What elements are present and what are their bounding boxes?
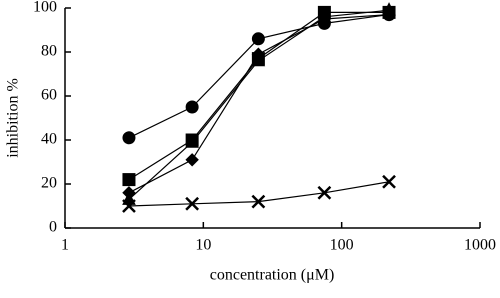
marker — [122, 173, 136, 187]
marker — [317, 8, 332, 23]
x-axis-label: concentration (μM) — [210, 267, 335, 284]
marker — [382, 174, 396, 189]
marker — [317, 185, 332, 200]
y-tick-label: 0 — [49, 219, 57, 236]
marker — [251, 32, 265, 46]
x-tick-label: 100 — [330, 237, 354, 254]
x-tick-label: 1 — [61, 237, 69, 254]
y-tick-label: 80 — [41, 43, 57, 60]
y-tick-label: 40 — [41, 131, 57, 148]
y-tick-label: 60 — [41, 87, 57, 104]
marker — [185, 196, 200, 211]
marker — [251, 52, 266, 67]
marker — [185, 153, 199, 167]
x-tick-label: 10 — [195, 237, 211, 254]
marker — [185, 100, 199, 114]
x-tick-label: 1000 — [464, 237, 496, 254]
y-tick-label: 100 — [33, 0, 57, 16]
marker — [251, 194, 266, 209]
marker — [382, 2, 396, 16]
y-axis-label: inhibition % — [5, 78, 22, 158]
marker — [185, 134, 199, 148]
marker — [122, 131, 136, 145]
y-tick-label: 20 — [41, 175, 57, 192]
marker — [122, 199, 136, 213]
